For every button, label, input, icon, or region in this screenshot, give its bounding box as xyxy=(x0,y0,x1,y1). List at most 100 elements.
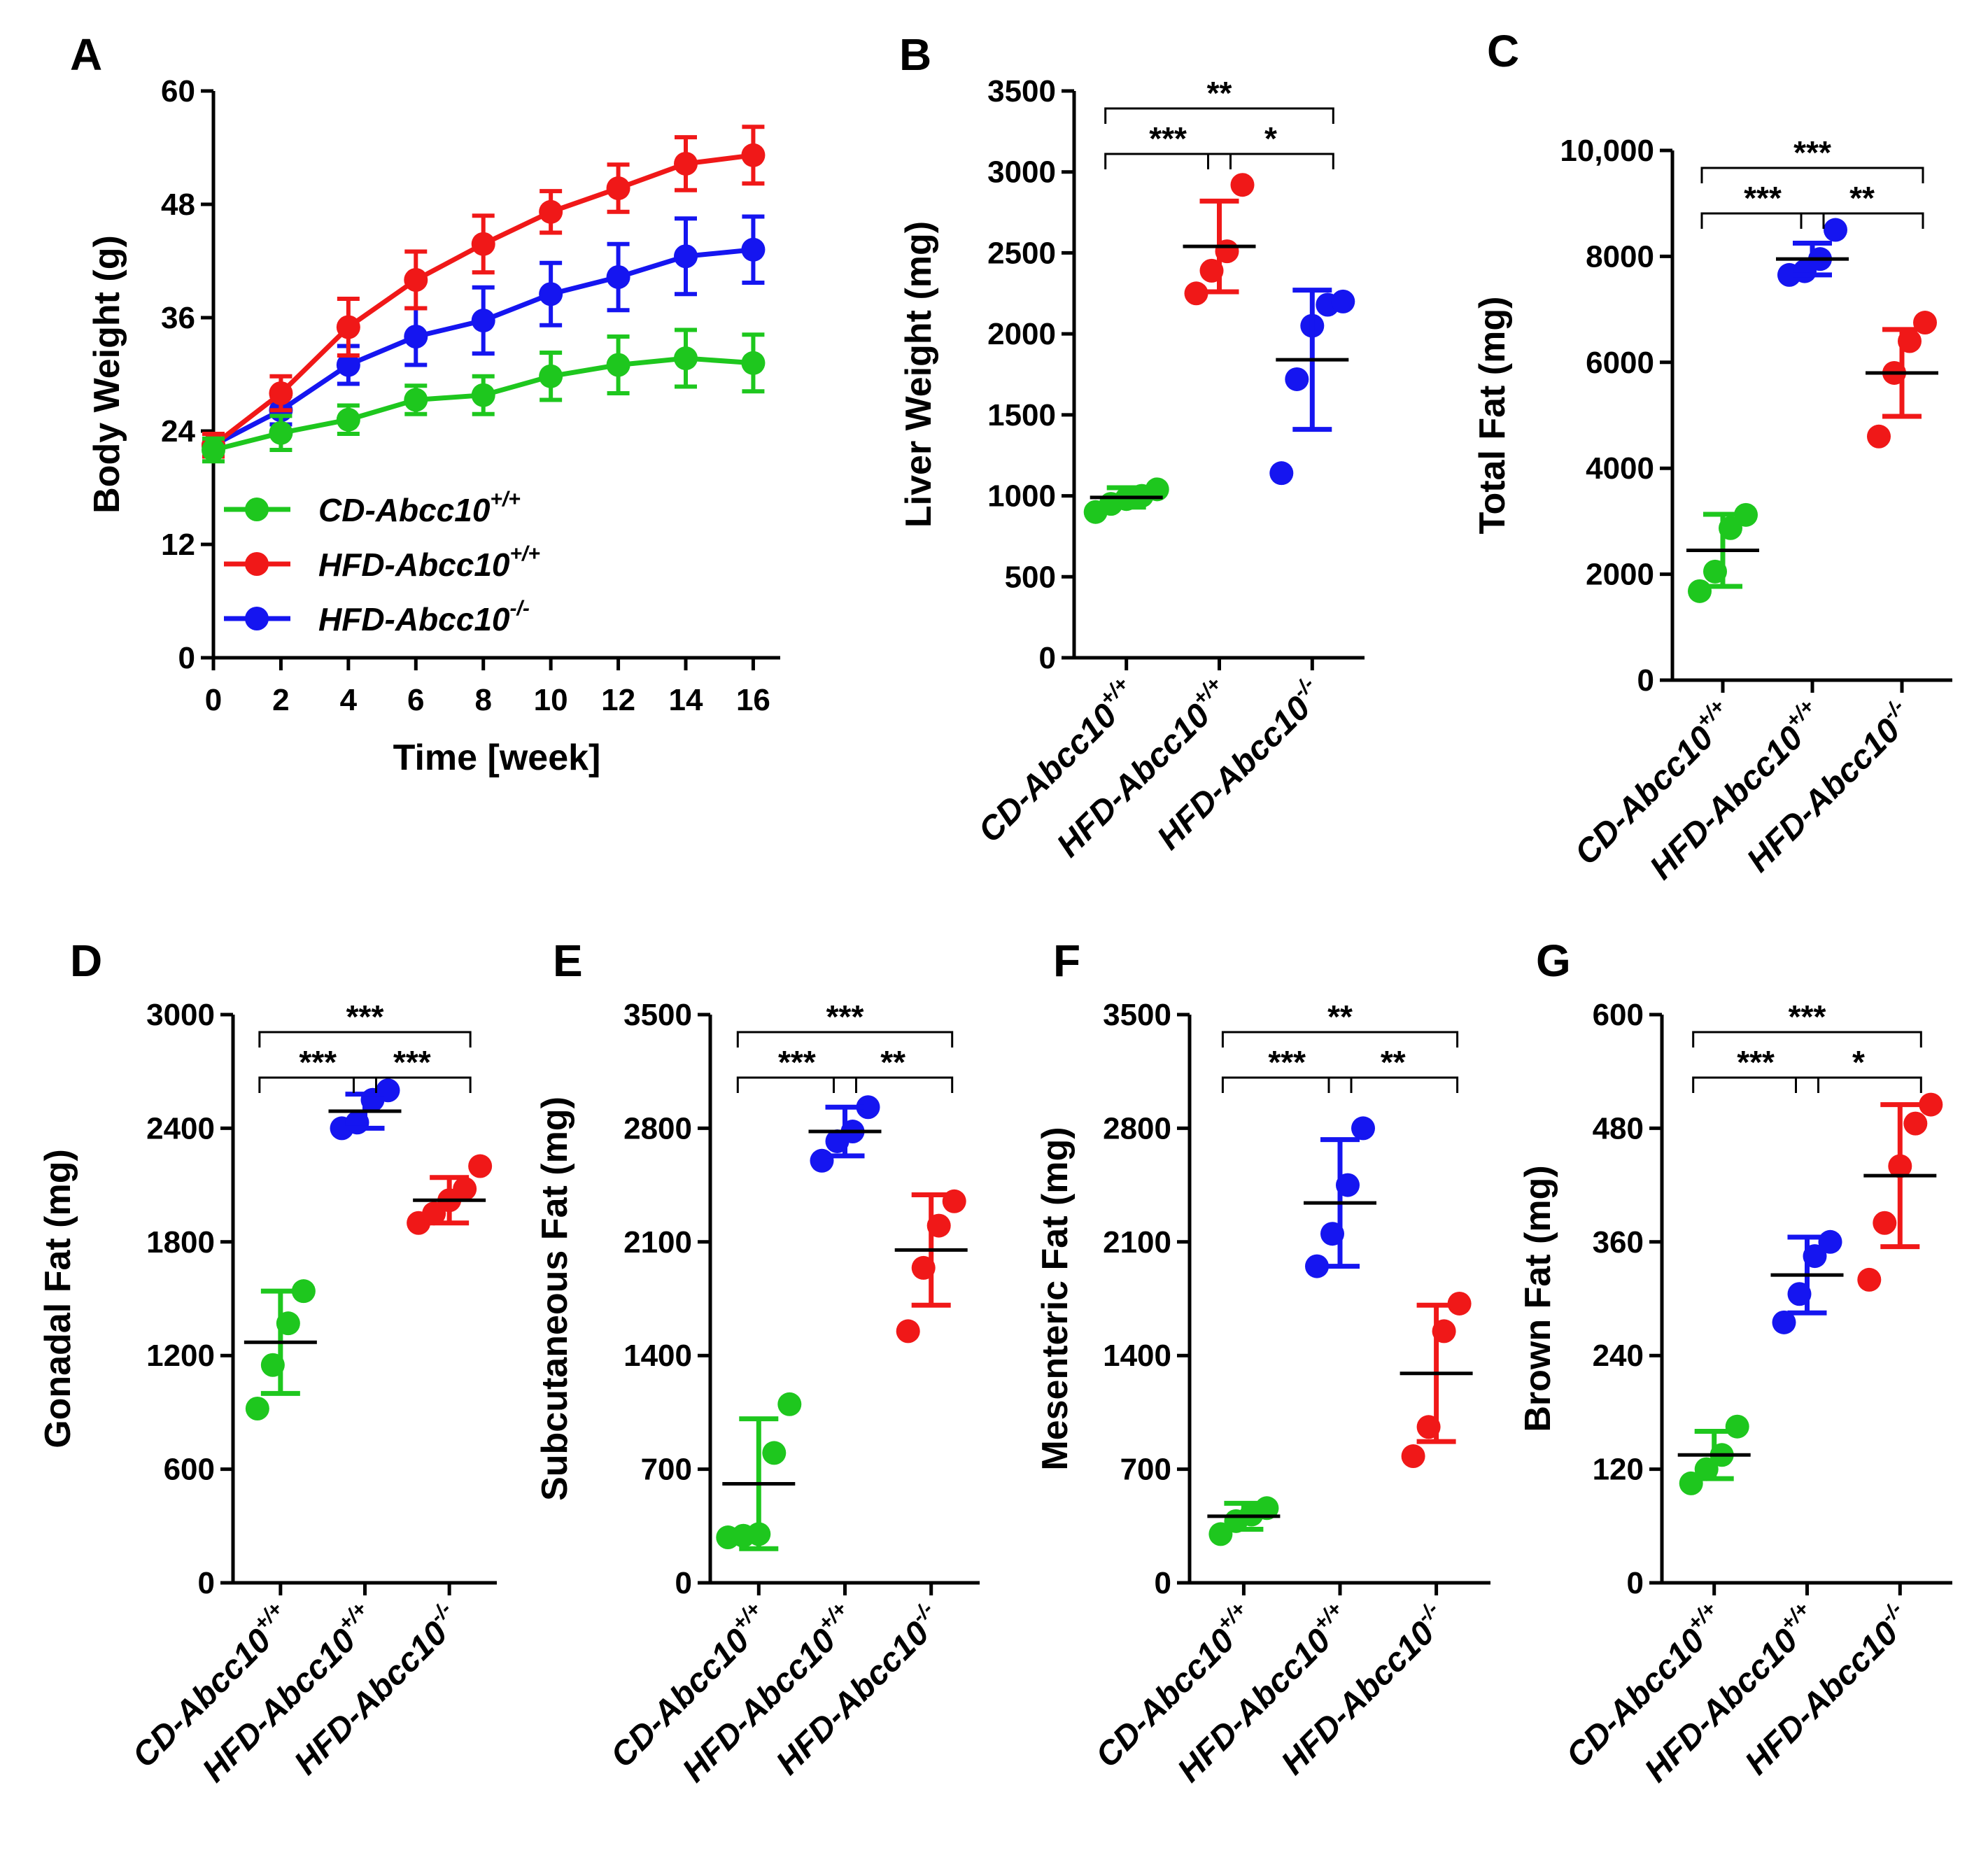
legend-marker xyxy=(245,498,269,521)
bracket xyxy=(1327,1076,1459,1093)
significance-brackets: *** **** xyxy=(1692,999,1922,1093)
y-tick-label: 2000 xyxy=(987,317,1056,351)
y-tick-label: 1500 xyxy=(987,398,1056,432)
x-tick-label: 4 xyxy=(340,683,358,717)
y-tick-label: 0 xyxy=(1155,1566,1171,1600)
panel-b: B 0 500 1000 1500 2000 2500 3000 3500 Liver Weigh… xyxy=(898,29,1365,864)
bracket xyxy=(1692,1076,1819,1093)
data-point xyxy=(468,1154,493,1178)
y-tick-label: 700 xyxy=(1120,1453,1171,1487)
panel-g: G 0 120 240 360 480 600 Brown Fat (mg) CD-Abcc10… xyxy=(1518,936,1952,1789)
panel-letter: C xyxy=(1487,26,1519,76)
data-point xyxy=(896,1319,920,1343)
significance-brackets: *** ***** xyxy=(1700,134,1924,229)
data-point xyxy=(1873,1211,1897,1235)
data-point xyxy=(1903,1111,1928,1136)
data-point xyxy=(1688,579,1712,603)
data-point xyxy=(1305,1254,1329,1278)
data-point xyxy=(1919,1092,1943,1117)
panel-letter: E xyxy=(553,936,583,986)
group-0 xyxy=(1686,502,1759,603)
bracket xyxy=(1221,1076,1353,1093)
significance-brackets: *** *** xyxy=(1104,75,1334,169)
bracket xyxy=(258,1076,377,1093)
y-tick-label: 2800 xyxy=(623,1111,692,1145)
y-tick-label: 8000 xyxy=(1586,239,1654,274)
y-tick-label: 4000 xyxy=(1586,451,1654,486)
significance-brackets: *** ****** xyxy=(258,999,472,1093)
y-tick-label: 3500 xyxy=(987,74,1056,108)
bracket xyxy=(833,1076,954,1093)
panel-letter: A xyxy=(70,29,102,80)
y-tick-label: 600 xyxy=(1593,998,1644,1032)
data-point xyxy=(1401,1444,1425,1469)
y-axis-title: Mesenteric Fat (mg) xyxy=(1035,1127,1076,1470)
y-tick-label: 1400 xyxy=(623,1339,692,1373)
x-category-label: CD-Abcc10+/+ xyxy=(1556,1598,1733,1775)
x-tick-label: 12 xyxy=(601,683,635,717)
group-0 xyxy=(1083,477,1169,524)
group-1 xyxy=(808,1095,882,1173)
significance-label: *** xyxy=(1744,180,1782,216)
data-point xyxy=(1818,1229,1842,1254)
bracket xyxy=(353,1076,472,1093)
category-name: HFD-Abcc10 xyxy=(1643,719,1810,887)
y-tick-label: 6000 xyxy=(1586,346,1654,380)
x-category-label: CD-Abcc10+/+ xyxy=(968,672,1145,849)
data-point xyxy=(1145,477,1169,502)
data-point xyxy=(336,315,360,339)
data-point xyxy=(471,309,495,333)
data-point xyxy=(1269,461,1294,486)
y-tick-label: 1000 xyxy=(987,479,1056,514)
data-point xyxy=(202,438,225,462)
legend-genotype: +/+ xyxy=(490,488,520,511)
data-point xyxy=(1734,502,1758,527)
legend: CD-Abcc10+/+HFD-Abcc10+/+HFD-Abcc10-/- xyxy=(224,488,540,637)
series-0 xyxy=(202,327,766,464)
y-tick-label: 36 xyxy=(161,301,195,335)
data-point xyxy=(606,265,630,289)
data-point xyxy=(674,346,698,371)
data-point xyxy=(1824,218,1847,242)
x-tick-label: 2 xyxy=(272,683,289,717)
data-point xyxy=(404,268,428,292)
y-tick-label: 48 xyxy=(161,188,195,222)
x-tick-label: 6 xyxy=(407,683,424,717)
data-point xyxy=(471,383,495,407)
data-point xyxy=(777,1392,802,1416)
significance-label: * xyxy=(1852,1044,1865,1080)
group-1 xyxy=(1304,1116,1376,1278)
panel-letter: D xyxy=(70,936,102,986)
x-tick-label: 16 xyxy=(736,683,770,717)
bracket xyxy=(1700,212,1825,229)
legend-label: CD-Abcc10+/+ xyxy=(318,488,521,528)
y-axis-title: Subcutaneous Fat (mg) xyxy=(535,1096,575,1501)
data-point xyxy=(856,1095,880,1120)
y-tick-label: 3500 xyxy=(1103,998,1171,1032)
y-tick-label: 0 xyxy=(1637,663,1654,698)
bracket xyxy=(1692,1031,1922,1048)
y-tick-label: 2800 xyxy=(1103,1111,1171,1145)
y-tick-label: 120 xyxy=(1593,1453,1644,1487)
group-2 xyxy=(894,1189,968,1343)
legend-name: CD-Abcc10 xyxy=(318,492,491,528)
x-tick-label: 8 xyxy=(474,683,491,717)
data-point xyxy=(376,1078,400,1103)
data-point xyxy=(291,1279,316,1304)
data-point xyxy=(269,381,293,405)
data-point xyxy=(674,151,698,176)
group-0 xyxy=(1207,1496,1281,1546)
data-point xyxy=(606,176,630,201)
y-axis-title: Liver Weight (mg) xyxy=(898,221,939,528)
significance-label: *** xyxy=(1793,134,1831,171)
data-point xyxy=(1285,367,1309,391)
group-2 xyxy=(1866,311,1938,449)
group-0 xyxy=(244,1279,317,1420)
bracket xyxy=(736,1031,954,1048)
panel-letter: B xyxy=(899,29,931,80)
data-point xyxy=(1230,173,1255,197)
y-tick-label: 60 xyxy=(161,74,195,108)
significance-label: *** xyxy=(826,999,864,1035)
